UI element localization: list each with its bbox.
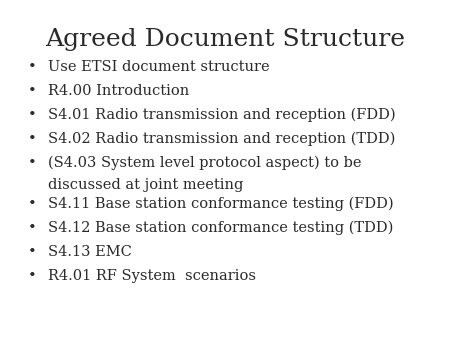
Text: •: • xyxy=(28,60,37,74)
Text: S4.02 Radio transmission and reception (TDD): S4.02 Radio transmission and reception (… xyxy=(48,132,396,146)
Text: Agreed Document Structure: Agreed Document Structure xyxy=(45,28,405,51)
Text: •: • xyxy=(28,156,37,170)
Text: •: • xyxy=(28,132,37,146)
Text: R4.00 Introduction: R4.00 Introduction xyxy=(48,84,189,98)
Text: (S4.03 System level protocol aspect) to be: (S4.03 System level protocol aspect) to … xyxy=(48,156,361,170)
Text: S4.11 Base station conformance testing (FDD): S4.11 Base station conformance testing (… xyxy=(48,197,394,211)
Text: •: • xyxy=(28,221,37,235)
Text: S4.12 Base station conformance testing (TDD): S4.12 Base station conformance testing (… xyxy=(48,221,393,235)
Text: R4.01 RF System  scenarios: R4.01 RF System scenarios xyxy=(48,269,256,283)
Text: •: • xyxy=(28,269,37,283)
Text: •: • xyxy=(28,84,37,98)
Text: •: • xyxy=(28,108,37,122)
Text: •: • xyxy=(28,245,37,259)
Text: S4.01 Radio transmission and reception (FDD): S4.01 Radio transmission and reception (… xyxy=(48,108,396,122)
Text: Use ETSI document structure: Use ETSI document structure xyxy=(48,60,270,74)
Text: S4.13 EMC: S4.13 EMC xyxy=(48,245,132,259)
Text: •: • xyxy=(28,197,37,211)
Text: discussed at joint meeting: discussed at joint meeting xyxy=(48,178,243,192)
